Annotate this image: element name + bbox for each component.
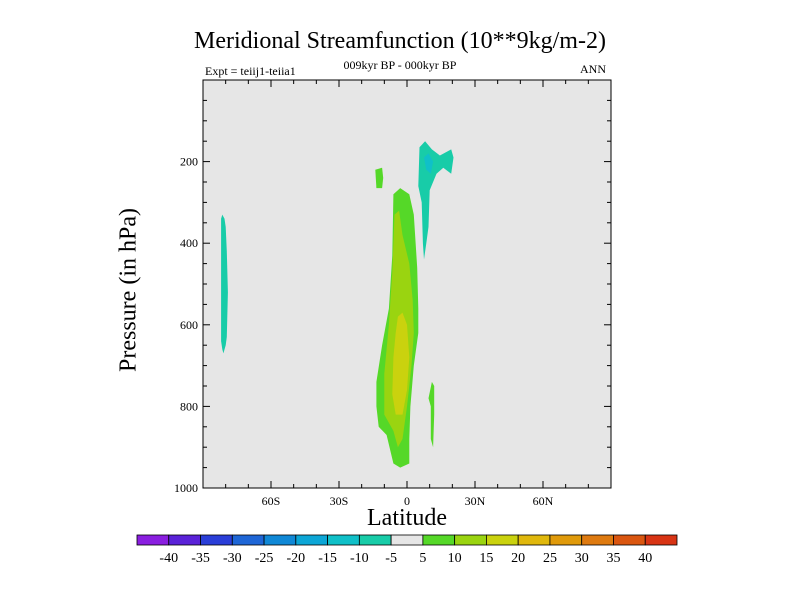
x-tick-label: 60S	[262, 494, 281, 508]
y-tick-label: 800	[180, 399, 198, 413]
colorbar-swatch	[390, 534, 424, 546]
colorbar-swatch	[327, 534, 360, 546]
colorbar-label: -10	[350, 551, 369, 566]
colorbar-swatch	[231, 534, 265, 546]
x-axis-label: Latitude	[367, 505, 447, 531]
colorbar-swatch	[136, 534, 170, 546]
period-label: 009kyr BP - 000kyr BP	[343, 58, 457, 72]
contour-region-tropical-positive-cell-core	[392, 312, 410, 415]
colorbar-swatch	[358, 534, 392, 546]
colorbar-swatch	[644, 534, 678, 546]
colorbar-label: -15	[318, 551, 337, 566]
colorbar-swatch	[486, 534, 519, 546]
colorbar-label: 10	[448, 551, 462, 566]
colorbar-label: -30	[223, 551, 242, 566]
season-label: ANN	[580, 62, 606, 76]
contour-region-sh-highlat-negative	[221, 214, 228, 354]
colorbar-label: 40	[638, 551, 652, 566]
y-tick-label: 200	[180, 155, 198, 169]
y-tick-label: 1000	[174, 481, 198, 495]
colorbar-swatch	[263, 534, 297, 546]
x-tick-label: 30S	[330, 494, 349, 508]
colorbar-label: 5	[419, 551, 426, 566]
colorbar-swatch	[422, 534, 456, 546]
x-tick-label: 30N	[465, 494, 486, 508]
experiment-label: Expt = teiij1-teiia1	[205, 64, 296, 78]
colorbar-swatch	[613, 534, 646, 546]
contour-region-nh-lower-positive	[428, 381, 435, 448]
colorbar-label: -25	[255, 551, 274, 566]
colorbar-swatch	[549, 534, 583, 546]
colorbar-swatch	[200, 534, 233, 546]
contour-region-nh-upper-negative	[418, 141, 454, 260]
colorbar-swatch	[295, 534, 328, 546]
x-tick-label: 60N	[533, 494, 554, 508]
colorbar-label: 15	[479, 551, 493, 566]
colorbar-swatch	[168, 534, 201, 546]
colorbar-swatch	[454, 534, 487, 546]
y-tick-label: 600	[180, 318, 198, 332]
colorbar-label: -5	[385, 551, 397, 566]
colorbar-swatch	[581, 534, 614, 546]
colorbar-label: -35	[191, 551, 210, 566]
colorbar-label: -40	[159, 551, 178, 566]
contour-region-nh-upper-negative-core	[424, 153, 434, 174]
colorbar-label: -20	[286, 551, 305, 566]
y-tick-label: 400	[180, 236, 198, 250]
colorbar-swatch	[517, 534, 551, 546]
colorbar-label: 35	[606, 551, 620, 566]
chart-title: Meridional Streamfunction (10**9kg/m-2)	[194, 28, 606, 54]
colorbar-label: 30	[575, 551, 589, 566]
contour-region-tropical-upper-positive	[375, 167, 384, 189]
colorbar-label: 20	[511, 551, 525, 566]
colorbar-label: 25	[543, 551, 557, 566]
x-tick-label: 0	[404, 494, 410, 508]
